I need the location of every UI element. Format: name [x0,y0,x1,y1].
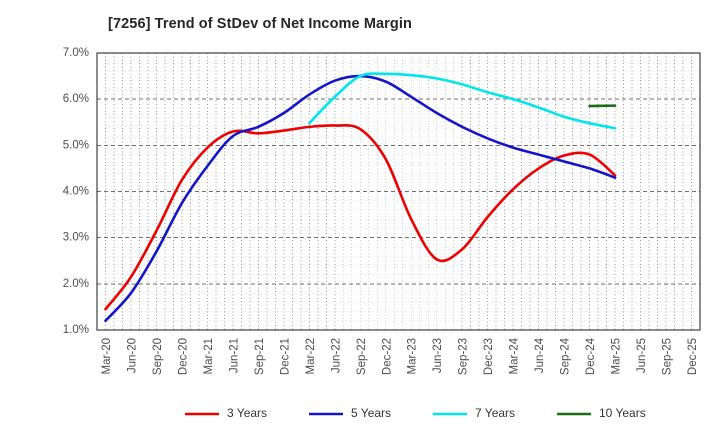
x-axis-tick-label: Dec-20 [177,338,189,375]
plot-frame [96,52,701,331]
legend-label-10-years[interactable]: 10 Years [599,406,646,420]
minor-gridlines [97,53,700,330]
chart-title: [7256] Trend of StDev of Net Income Marg… [108,16,412,32]
x-axis-tick-label: Dec-21 [279,338,291,375]
x-axis-tick-label: Dec-22 [381,338,393,375]
x-axis-tick-label: Dec-23 [483,338,495,375]
x-axis-tick-label: Sep-20 [152,338,164,375]
legend-label-5-years[interactable]: 5 Years [351,406,391,420]
y-axis-tick-label: 7.0% [63,47,89,59]
x-axis-tick-label: Dec-24 [585,337,597,375]
y-axis-tick-label: 4.0% [63,186,89,198]
series-line-7-years [308,72,617,130]
x-axis-tick-label: Dec-25 [687,338,699,375]
x-axis-tick-label: Sep-25 [662,338,674,375]
x-axis-tick-label: Jun-23 [432,338,444,373]
x-axis-tick-label: Sep-21 [254,338,266,375]
y-axis-labels: 1.0% 2.0% 3.0% 4.0% 5.0% 6.0% 7.0% [63,47,89,336]
x-axis-tick-label: Jun-25 [636,338,648,373]
x-axis-tick-label: Mar-22 [305,338,317,374]
y-axis-tick-label: 5.0% [63,139,89,151]
series-line-3-years [104,124,617,311]
x-axis-tick-label: Jun-20 [126,338,138,373]
y-axis-tick-label: 6.0% [63,93,89,105]
y-axis-tick-label: 1.0% [63,324,89,336]
x-axis-tick-label: Jun-22 [330,338,342,373]
x-axis-tick-label: Mar-23 [407,338,419,374]
x-axis-tick-label: Mar-24 [509,337,521,374]
x-axis-tick-label: Mar-25 [611,338,623,374]
y-axis-tick-label: 3.0% [63,232,89,244]
chart-legend: 3 Years 5 Years 7 Years 10 Years [185,406,646,420]
x-axis-labels: Mar-20 Jun-20 Sep-20 Dec-20 Mar-21 Jun-21 Sep-… [101,337,699,375]
x-axis-tick-label: Sep-22 [356,338,368,375]
x-axis-tick-label: Sep-23 [458,338,470,375]
series-lines [104,72,617,323]
x-axis-tick-label: Mar-21 [203,338,215,374]
y-axis-tick-label: 2.0% [63,278,89,290]
legend-label-3-years[interactable]: 3 Years [227,406,267,420]
legend-label-7-years[interactable]: 7 Years [475,406,515,420]
x-axis-tick-label: Jun-24 [534,337,546,373]
x-axis-tick-label: Jun-21 [228,338,240,373]
x-axis-tick-label: Mar-20 [101,338,113,374]
x-axis-tick-label: Sep-24 [560,337,572,375]
